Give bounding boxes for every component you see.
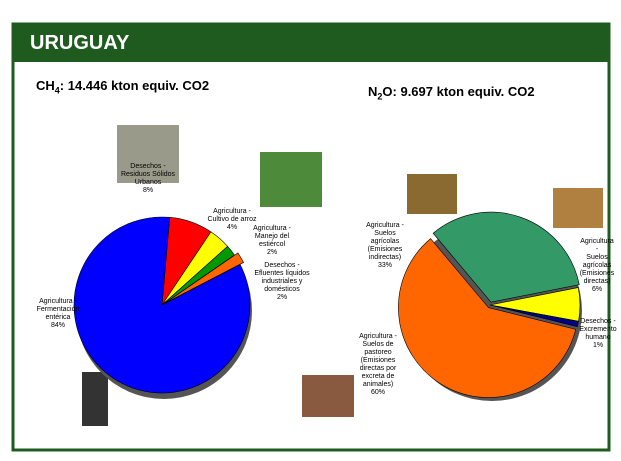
slide: URUGUAY CH4: 14.446 kton equiv. CO2 N2O:… xyxy=(0,0,621,461)
photo xyxy=(407,174,457,214)
title-part: CH xyxy=(36,78,55,93)
slice-label: Agricultura - Suelos agrícolas (Emisione… xyxy=(580,238,615,286)
chart xyxy=(0,0,621,461)
slice-label: Agricultura - Manejo del estiércol xyxy=(253,225,291,249)
slice-label: Desechos - Efluentes líquidos industrial… xyxy=(254,262,309,294)
slice-value-label: 6% xyxy=(592,286,602,294)
title-part: O: 9.697 kton equiv. CO2 xyxy=(382,84,534,99)
slice-label: Desechos - Residuos Sólidos Urbanos xyxy=(121,163,175,187)
slide-title: URUGUAY xyxy=(30,32,129,55)
title-part: N xyxy=(368,84,377,99)
slice-value-label: 33% xyxy=(378,262,392,270)
slice-label: Agricultura - Suelos de pastoreo (Emisio… xyxy=(359,333,397,389)
pie-title: N2O: 9.697 kton equiv. CO2 xyxy=(368,84,535,102)
slice-value-label: 1% xyxy=(593,342,603,350)
slice-value-label: 60% xyxy=(371,389,385,397)
photo xyxy=(553,188,603,228)
slice-label: Agricultura - Fermentación entérica xyxy=(37,298,80,322)
photo xyxy=(302,375,354,417)
photo xyxy=(260,152,322,207)
slice-label: Agricultura - Cultivo de arroz xyxy=(207,208,256,224)
pie-title: CH4: 14.446 kton equiv. CO2 xyxy=(36,78,209,96)
slice-value-label: 2% xyxy=(277,294,287,302)
title-part: : 14.446 kton equiv. CO2 xyxy=(60,78,209,93)
slice-label: Agricultura - Suelos agrícolas (Emisione… xyxy=(366,222,404,262)
slice-value-label: 4% xyxy=(227,224,237,232)
photo xyxy=(82,372,108,426)
slice-label: Desechos - Excremento humano xyxy=(579,318,616,342)
slice-value-label: 84% xyxy=(51,322,65,330)
slice-value-label: 2% xyxy=(267,249,277,257)
slice-value-label: 8% xyxy=(143,187,153,195)
